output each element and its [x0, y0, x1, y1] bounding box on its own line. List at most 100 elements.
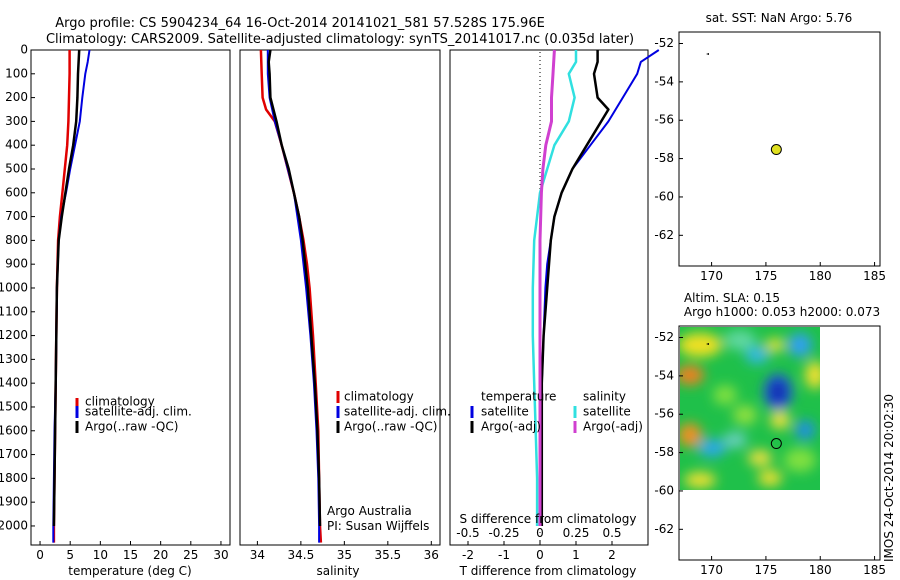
argo-australia-annotation: Argo Australia	[327, 504, 412, 518]
sla-blob	[713, 385, 737, 405]
depth-tick-label: 700	[5, 209, 28, 223]
series-line-satellite-adj-clim-	[52, 49, 91, 543]
x-tick-label: 30	[213, 548, 228, 562]
map-y-tick-label: -56	[654, 407, 674, 421]
depth-tick-label: 1400	[0, 376, 28, 390]
temperature-panel: 0100200300400500600700800900100011001200…	[0, 43, 231, 578]
s-tick-label: -0.25	[488, 526, 519, 540]
sla-map-x-ticks: 170 175 180 185	[700, 556, 886, 577]
t-difference-x-ticks: -2 -1 0 1 2	[462, 541, 616, 562]
argo-position-marker	[770, 144, 782, 156]
sst-map-panel: sat. SST: NaN Argo: 5.76 -52 -54 -56 -58 -60…	[654, 11, 886, 283]
map-y-tick-label: -52	[654, 330, 674, 344]
sla-blob	[758, 470, 782, 486]
sla-blob	[788, 333, 812, 357]
x-tick-label: 34.5	[288, 548, 315, 562]
difference-panel: -2 -1 0 1 2 -0.5 -0.25 0 0.25 0.5 S difference f…	[449, 49, 660, 578]
sla-blob	[805, 361, 820, 389]
depth-tick-label: 1000	[0, 280, 28, 294]
depth-tick-label: 900	[5, 257, 28, 271]
x-tick-label: 2	[608, 548, 616, 562]
temperature-profile-lines	[52, 49, 91, 543]
legend-s-sat-label: satellite	[583, 405, 631, 419]
depth-tick-label: 1800	[0, 471, 28, 485]
coast-speck	[706, 343, 709, 345]
sla-blob	[684, 472, 716, 488]
sla-blob	[724, 330, 756, 350]
x-tick-label: 35.5	[374, 548, 401, 562]
legend-sat-label: satellite-adj. clim.	[344, 405, 451, 419]
depth-tick-label: 300	[5, 114, 28, 128]
depth-tick-label: 200	[5, 90, 28, 104]
map-y-tick-label: -60	[654, 483, 674, 497]
map-x-tick-label: 185	[863, 563, 886, 577]
s-difference-x-ticks: -0.5 -0.25 0 0.25 0.5	[456, 526, 621, 540]
salinity-panel: 34 34.5 35 35.5 36 salinity climatology sate…	[239, 49, 451, 578]
depth-tick-label: 500	[5, 161, 28, 175]
difference-profile-lines	[531, 49, 660, 526]
s-tick-label: 0	[536, 526, 544, 540]
x-tick-label: 10	[93, 548, 108, 562]
x-tick-label: 36	[424, 548, 439, 562]
sla-blob	[784, 448, 816, 472]
depth-tick-label: 1600	[0, 423, 28, 437]
map-y-tick-label: -52	[654, 36, 674, 50]
argo-position-marker	[770, 438, 782, 450]
sla-map-y-ticks: -52 -54 -56 -58 -60 -62	[654, 330, 683, 536]
map-y-tick-label: -54	[654, 368, 674, 382]
depth-tick-label: 0	[20, 43, 28, 57]
map-x-tick-label: 185	[863, 269, 886, 283]
temperature-axis-label: temperature (deg C)	[68, 564, 191, 578]
sla-map-title: Altim. SLA: 0.15	[684, 291, 780, 305]
salinity-profile-lines	[259, 49, 323, 543]
depth-tick-label: 1700	[0, 447, 28, 461]
x-tick-label: 15	[123, 548, 138, 562]
difference-legend: temperature satellite Argo(-adj) salinit…	[470, 390, 643, 434]
depth-tick-label: 800	[5, 233, 28, 247]
depth-tick-label: 400	[5, 138, 28, 152]
map-x-tick-label: 175	[754, 269, 777, 283]
series-line-t-satellite	[539, 49, 660, 526]
map-y-tick-label: -58	[654, 445, 674, 459]
s-difference-axis-label: S difference from climatology	[460, 512, 637, 526]
x-tick-label: -2	[462, 548, 474, 562]
map-y-tick-label: -58	[654, 151, 674, 165]
x-tick-label: 20	[153, 548, 168, 562]
sla-blob	[698, 439, 726, 457]
salinity-plot-frame	[239, 49, 441, 546]
series-line-climatology	[259, 49, 323, 543]
map-x-tick-label: 175	[754, 563, 777, 577]
sla-blob	[733, 405, 757, 425]
sla-blob	[723, 432, 747, 448]
sla-map-panel: Altim. SLA: 0.15 Argo h1000: 0.053 h2000…	[654, 291, 886, 577]
temperature-legend: climatology satellite-adj. clim. Argo(..…	[75, 395, 192, 434]
sla-blob	[745, 346, 769, 364]
depth-tick-label: 1900	[0, 495, 28, 509]
sla-blob	[795, 420, 815, 440]
temperature-plot-frame	[30, 49, 231, 546]
map-y-tick-label: -54	[654, 74, 674, 88]
sla-blob	[771, 382, 785, 402]
x-tick-label: 34	[250, 548, 265, 562]
sla-blob	[680, 365, 704, 385]
depth-tick-label: 1300	[0, 352, 28, 366]
sst-map-title: sat. SST: NaN Argo: 5.76	[706, 11, 853, 25]
salinity-axis-label: salinity	[316, 564, 359, 578]
pi-annotation: PI: Susan Wijffels	[327, 519, 429, 533]
sla-blob	[765, 338, 785, 352]
sla-map-subtitle: Argo h1000: 0.053 h2000: 0.073	[684, 305, 880, 319]
series-line-s-argo-adj-	[538, 49, 556, 526]
legend-s-argo-label: Argo(-adj)	[583, 420, 643, 434]
figure-title-line2: Climatology: CARS2009. Satellite-adjuste…	[46, 32, 634, 47]
legend-clim-label: climatology	[344, 390, 414, 404]
x-tick-label: -1	[498, 548, 510, 562]
x-tick-label: 25	[183, 548, 198, 562]
legend-sat-label: satellite-adj. clim.	[85, 405, 192, 419]
x-tick-label: 5	[66, 548, 74, 562]
legend-clim-label: climatology	[85, 395, 155, 409]
x-tick-label: 1	[572, 548, 580, 562]
figure-title-line1: Argo profile: CS 5904234_64 16-Oct-2014 …	[55, 16, 545, 31]
x-tick-label: 0	[536, 548, 544, 562]
sla-blob	[770, 411, 790, 429]
map-y-tick-label: -60	[654, 189, 674, 203]
